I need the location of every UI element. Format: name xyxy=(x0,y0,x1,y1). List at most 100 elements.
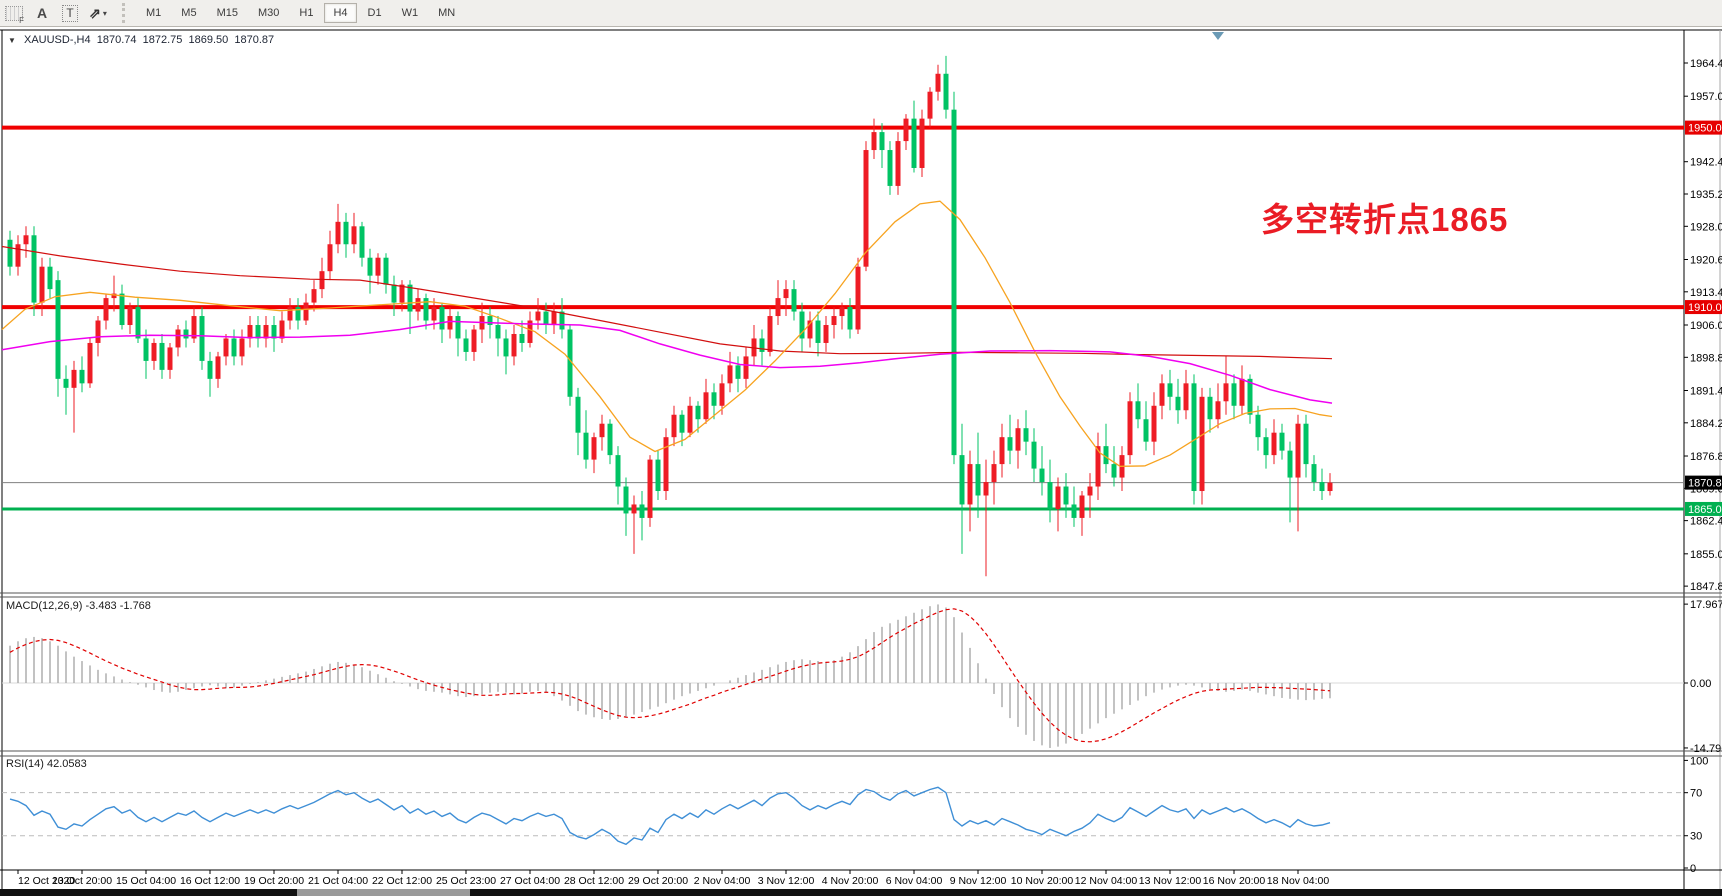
text-label-icon[interactable]: A xyxy=(36,5,48,21)
grid-f-icon[interactable]: F xyxy=(2,2,26,25)
svg-text:0.00: 0.00 xyxy=(1690,678,1711,690)
candle xyxy=(295,307,301,321)
candle xyxy=(599,423,605,438)
timeframe-mn[interactable]: MN xyxy=(429,3,464,23)
scrollbar-thumb[interactable] xyxy=(297,889,470,896)
candle xyxy=(575,396,581,433)
candle xyxy=(223,338,229,357)
candle xyxy=(823,325,829,343)
candle xyxy=(1239,378,1245,406)
arrows-icon[interactable]: ⇗ ▾ xyxy=(89,4,107,21)
candle xyxy=(1247,378,1253,415)
candle xyxy=(255,325,261,339)
timeframe-h1[interactable]: H1 xyxy=(290,3,322,23)
candle xyxy=(111,293,117,299)
candle xyxy=(351,226,357,245)
svg-text:16 Nov 20:00: 16 Nov 20:00 xyxy=(1203,875,1266,887)
svg-text:-14.796: -14.796 xyxy=(1690,743,1722,755)
svg-text:1928.00: 1928.00 xyxy=(1690,221,1722,233)
candle xyxy=(1031,441,1037,469)
candle xyxy=(879,132,885,151)
candle xyxy=(495,325,501,339)
candle xyxy=(407,284,413,312)
ohlc-close: 1870.87 xyxy=(234,34,275,46)
candle xyxy=(1231,383,1237,406)
candle xyxy=(247,325,253,339)
candle xyxy=(1327,482,1333,492)
candle xyxy=(583,432,589,460)
svg-text:1910.00: 1910.00 xyxy=(1688,302,1722,314)
svg-text:1942.40: 1942.40 xyxy=(1690,157,1722,169)
symbol-dropdown-icon[interactable]: ▼ xyxy=(8,36,16,45)
candle xyxy=(903,118,909,142)
candle xyxy=(559,311,565,330)
candle xyxy=(103,298,109,321)
candle xyxy=(687,405,693,433)
candle xyxy=(1279,432,1285,451)
timeframe-w1[interactable]: W1 xyxy=(393,3,428,23)
candle xyxy=(1167,383,1173,397)
svg-text:28 Oct 12:00: 28 Oct 12:00 xyxy=(564,875,624,887)
candle xyxy=(167,347,173,370)
candle xyxy=(215,356,221,379)
candle xyxy=(1263,437,1269,456)
timeframe-m30[interactable]: M30 xyxy=(249,3,288,23)
ma-line-red xyxy=(1,245,1333,360)
candle xyxy=(431,307,437,321)
candle xyxy=(983,482,989,496)
svg-text:4 Nov 20:00: 4 Nov 20:00 xyxy=(822,875,879,887)
candle xyxy=(1287,450,1293,478)
svg-text:1913.40: 1913.40 xyxy=(1690,287,1722,299)
svg-text:0: 0 xyxy=(1690,863,1696,875)
candle xyxy=(143,338,149,361)
timeframe-d1[interactable]: D1 xyxy=(359,3,391,23)
candle xyxy=(535,311,541,321)
annotation-text-object[interactable]: 多空转折点1865 xyxy=(1261,201,1509,238)
candle xyxy=(239,338,245,357)
candle xyxy=(423,298,429,321)
candle xyxy=(439,307,445,330)
timeframe-m15[interactable]: M15 xyxy=(208,3,247,23)
timeframe-h4[interactable]: H4 xyxy=(324,3,357,23)
timeframe-m5[interactable]: M5 xyxy=(172,3,205,23)
macd-pane[interactable]: 17.967 0.00 -14.796 xyxy=(2,599,1722,755)
candle xyxy=(95,320,101,343)
bottom-scrollbar[interactable] xyxy=(0,889,1722,896)
chart-shift-marker-icon[interactable] xyxy=(1212,32,1224,40)
candle xyxy=(319,271,325,290)
svg-text:6 Nov 04:00: 6 Nov 04:00 xyxy=(886,875,943,887)
candle xyxy=(567,329,573,397)
candle xyxy=(1303,423,1309,465)
candle xyxy=(943,73,949,110)
chart-title[interactable]: ▼ XAUUSD-,H4 1870.74 1872.75 1869.50 187… xyxy=(8,34,274,46)
candle xyxy=(271,325,277,339)
candle xyxy=(231,338,237,357)
candle xyxy=(551,311,557,326)
svg-text:17.967: 17.967 xyxy=(1690,599,1722,611)
candle xyxy=(1207,396,1213,420)
timeframe-m1[interactable]: M1 xyxy=(137,3,170,23)
candle xyxy=(1055,486,1061,509)
candle xyxy=(663,437,669,492)
rsi-pane[interactable]: 100 70 30 0 xyxy=(2,755,1708,875)
candle xyxy=(791,289,797,312)
candle xyxy=(55,280,61,379)
ohlc-open: 1870.74 xyxy=(96,34,137,46)
candle xyxy=(719,383,725,406)
candle xyxy=(519,333,525,343)
candle xyxy=(7,239,13,267)
candle xyxy=(503,338,509,357)
candle xyxy=(863,150,869,267)
text-box-icon[interactable]: T xyxy=(58,2,82,24)
candle xyxy=(39,266,45,303)
candle xyxy=(135,307,141,339)
candle xyxy=(1023,428,1029,442)
candle xyxy=(511,333,517,357)
candle xyxy=(703,392,709,420)
candle xyxy=(359,226,365,258)
svg-text:9 Nov 12:00: 9 Nov 12:00 xyxy=(950,875,1007,887)
price-scale[interactable]: 1964.40 1957.00 1942.40 1935.20 1928.00 1920.… xyxy=(1684,58,1722,593)
